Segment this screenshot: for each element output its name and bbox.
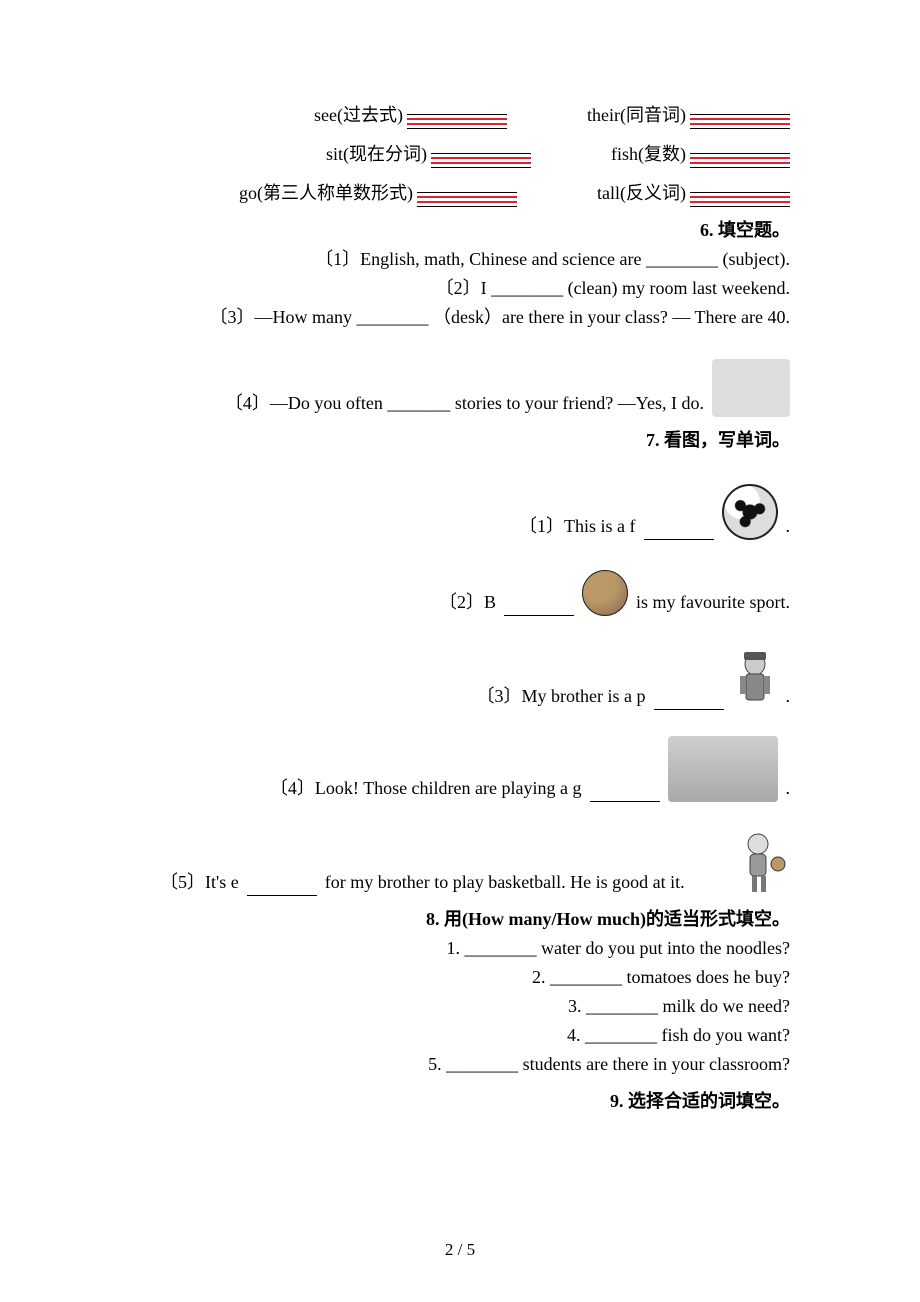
q8-2: 2. ________ tomatoes does he buy? bbox=[130, 964, 790, 991]
football-icon bbox=[722, 484, 778, 540]
wordform-cell: their(同音词) bbox=[587, 100, 790, 129]
q7-2-row: 〔2〕B is my favourite sport. bbox=[130, 570, 790, 616]
wordform-cell: go(第三人称单数形式) bbox=[239, 178, 517, 207]
fill-blank bbox=[644, 521, 714, 540]
q6-3: 〔3〕—How many ________ （desk）are there in… bbox=[130, 304, 790, 331]
wordform-label: tall(反义词) bbox=[597, 180, 686, 207]
wordform-label: their(同音词) bbox=[587, 102, 686, 129]
q7-4-pre: 〔4〕Look! Those children are playing a g bbox=[270, 775, 582, 802]
wordform-label: sit(现在分词) bbox=[326, 141, 427, 168]
page: see(过去式) their(同音词) bbox=[0, 0, 920, 1302]
fill-blank bbox=[654, 691, 724, 710]
kids-reading-icon bbox=[712, 359, 790, 417]
q8-1: 1. ________ water do you put into the no… bbox=[130, 935, 790, 962]
wordform-label: fish(复数) bbox=[611, 141, 686, 168]
children-game-icon bbox=[668, 736, 778, 802]
basketball-icon bbox=[582, 570, 628, 616]
q6-1: 〔1〕English, math, Chinese and science ar… bbox=[130, 246, 790, 273]
q7-1-pre: 〔1〕This is a f bbox=[519, 513, 636, 540]
section-6-title: 6. 填空题。 bbox=[130, 217, 790, 244]
section-9-title: 9. 选择合适的词填空。 bbox=[130, 1088, 790, 1115]
q6-2: 〔2〕I ________ (clean) my room last weeke… bbox=[130, 275, 790, 302]
q7-3-pre: 〔3〕My brother is a p bbox=[477, 683, 646, 710]
boy-basketball-icon bbox=[730, 828, 790, 896]
q7-4-row: 〔4〕Look! Those children are playing a g … bbox=[130, 736, 790, 802]
q8-3: 3. ________ milk do we need? bbox=[130, 993, 790, 1020]
section-7-title: 7. 看图，写单词。 bbox=[130, 427, 790, 454]
q7-3-post: . bbox=[786, 683, 791, 710]
wordform-block: see(过去式) their(同音词) bbox=[130, 100, 790, 207]
q7-5-post: for my brother to play basketball. He is… bbox=[325, 869, 685, 896]
answer-blank-stack bbox=[690, 100, 790, 129]
wordform-row: sit(现在分词) fish(复数) bbox=[130, 139, 790, 168]
wordform-label: see(过去式) bbox=[314, 102, 403, 129]
q7-5-pre: 〔5〕It's e bbox=[160, 869, 239, 896]
wordform-cell: fish(复数) bbox=[611, 139, 790, 168]
wordform-cell: tall(反义词) bbox=[597, 178, 790, 207]
q7-5-row: 〔5〕It's e for my brother to play basketb… bbox=[130, 828, 790, 896]
wordform-cell: sit(现在分词) bbox=[326, 139, 531, 168]
wordform-label: go(第三人称单数形式) bbox=[239, 180, 413, 207]
answer-blank-stack bbox=[417, 178, 517, 207]
q7-3-row: 〔3〕My brother is a p . bbox=[130, 646, 790, 710]
fill-blank bbox=[247, 877, 317, 896]
wordform-row: see(过去式) their(同音词) bbox=[130, 100, 790, 129]
fill-blank bbox=[590, 783, 660, 802]
q7-4-post: . bbox=[786, 775, 791, 802]
policeman-icon bbox=[732, 646, 778, 710]
q7-1-row: 〔1〕This is a f . bbox=[130, 484, 790, 540]
wordform-cell: see(过去式) bbox=[314, 100, 507, 129]
wordform-row: go(第三人称单数形式) tall(反义词) bbox=[130, 178, 790, 207]
q6-4-text: 〔4〕—Do you often _______ stories to your… bbox=[225, 390, 704, 417]
q8-4: 4. ________ fish do you want? bbox=[130, 1022, 790, 1049]
q7-1-post: . bbox=[786, 513, 791, 540]
q7-2-post: is my favourite sport. bbox=[636, 589, 790, 616]
fill-blank bbox=[504, 597, 574, 616]
answer-blank-stack bbox=[431, 139, 531, 168]
section-8-title: 8. 用(How many/How much)的适当形式填空。 bbox=[130, 906, 790, 933]
answer-blank-stack bbox=[690, 178, 790, 207]
q6-4-row: 〔4〕—Do you often _______ stories to your… bbox=[130, 359, 790, 417]
q7-2-pre: 〔2〕B bbox=[439, 589, 496, 616]
q8-5: 5. ________ students are there in your c… bbox=[130, 1051, 790, 1078]
answer-blank-stack bbox=[690, 139, 790, 168]
answer-blank-stack bbox=[407, 100, 507, 129]
page-number: 2 / 5 bbox=[0, 1237, 920, 1263]
